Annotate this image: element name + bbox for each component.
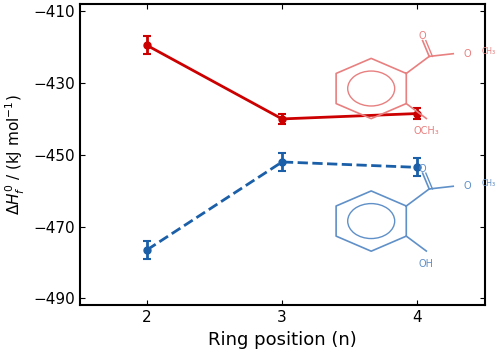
Y-axis label: $\Delta H_f^0$ / (kJ mol$^{-1}$): $\Delta H_f^0$ / (kJ mol$^{-1}$) bbox=[4, 95, 28, 215]
Text: O: O bbox=[464, 49, 471, 59]
Text: CH₃: CH₃ bbox=[482, 47, 496, 56]
Text: OCH₃: OCH₃ bbox=[414, 126, 439, 136]
Text: O: O bbox=[419, 163, 426, 174]
X-axis label: Ring position (n): Ring position (n) bbox=[208, 331, 356, 349]
Text: O: O bbox=[419, 31, 426, 41]
Text: OH: OH bbox=[419, 258, 434, 269]
Text: O: O bbox=[464, 181, 471, 191]
Text: CH₃: CH₃ bbox=[482, 179, 496, 189]
